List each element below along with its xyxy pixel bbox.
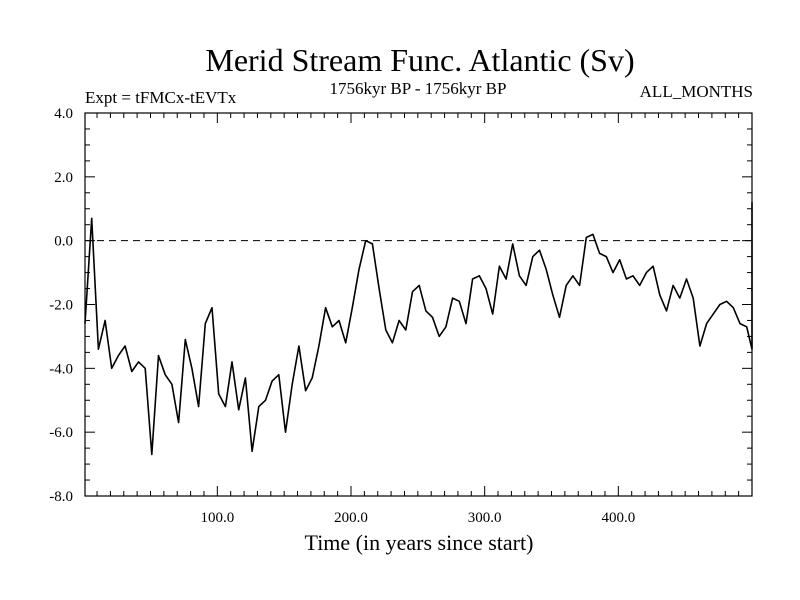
chart-title: Merid Stream Func. Atlantic (Sv) [205,42,634,78]
x-tick-label: 400.0 [601,510,635,526]
y-tick-label: -6.0 [49,425,73,441]
x-tick-label: 300.0 [468,510,502,526]
x-tick-labels: 100.0 200.0 300.0 400.0 [200,510,635,526]
y-tick-labels: -8.0 -6.0 -4.0 -2.0 0.0 2.0 4.0 [49,106,73,505]
chart-subtitle-left: Expt = tFMCx-tEVTx [85,88,237,107]
x-tick-label: 100.0 [200,510,234,526]
x-axis-label: Time (in years since start) [305,530,534,555]
y-tick-label: -8.0 [49,489,73,505]
y-tick-label: -2.0 [49,298,73,314]
y-tick-label: -4.0 [49,361,73,377]
tick-layer [85,112,752,497]
x-tick-label: 200.0 [334,510,368,526]
plot-frame [84,112,753,497]
y-tick-label: 0.0 [54,234,73,250]
chart-subtitle-right: ALL_MONTHS [640,82,753,101]
chart-subtitle-center: 1756kyr BP - 1756kyr BP [330,79,507,98]
y-tick-label: 4.0 [54,106,73,122]
y-tick-label: 2.0 [54,170,73,186]
